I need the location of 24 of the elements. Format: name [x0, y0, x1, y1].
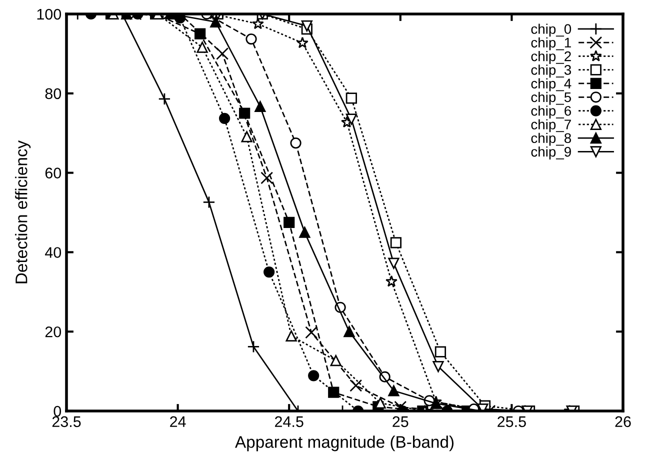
legend-label: chip_2 — [531, 51, 571, 64]
legend-label: chip_7 — [531, 119, 571, 132]
legend-label: chip_9 — [531, 146, 571, 160]
x-tick-label: 23.5 — [52, 416, 81, 428]
x-tick-label: 25.5 — [498, 416, 526, 428]
legend-label: chip_6 — [531, 106, 572, 119]
x-tick-label: 26 — [615, 416, 631, 428]
y-tick-label: 60 — [45, 168, 62, 178]
legend-label: chip_1 — [531, 37, 571, 50]
y-tick-label: 80 — [45, 88, 62, 100]
y-tick-label: 0 — [54, 406, 62, 417]
x-tick-label: 24.5 — [275, 416, 304, 428]
legend-label: chip_4 — [531, 78, 572, 92]
y-tick-label: 100 — [37, 8, 62, 20]
y-axis-title: Detection efficiency — [15, 140, 31, 284]
y-tick-label: 40 — [45, 247, 62, 258]
legend-label: chip_0 — [531, 24, 572, 37]
legend-label: chip_5 — [531, 92, 572, 105]
x-axis-title: Apparent magnitude (B-band) — [235, 436, 454, 452]
y-tick-label: 20 — [45, 326, 62, 338]
x-tick-label: 25 — [392, 416, 408, 428]
legend-label: chip_8 — [531, 132, 572, 146]
x-tick-label: 24 — [170, 416, 186, 427]
legend-label: chip_3 — [531, 64, 572, 78]
